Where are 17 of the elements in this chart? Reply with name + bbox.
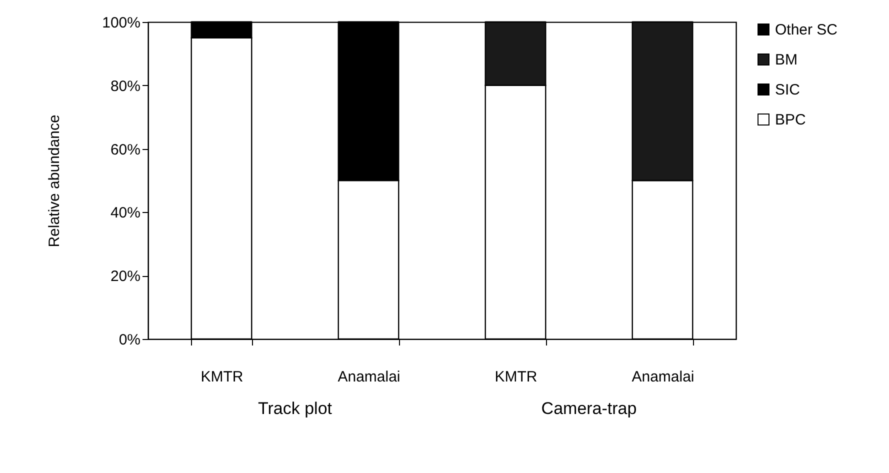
- y-tick-label: 0%: [118, 332, 140, 348]
- x-tick-label: Anamalai: [338, 368, 400, 386]
- legend-label: BPC: [775, 112, 806, 128]
- legend-label: Other SC: [775, 22, 838, 38]
- text: Track plot: [258, 399, 332, 418]
- x-tick-label: KMTR: [494, 368, 538, 386]
- y-tick-label: 40%: [110, 204, 140, 222]
- y-tick-label: 80%: [110, 78, 140, 95]
- x-tick-label: Anamalai: [632, 368, 694, 386]
- legend-label: SIC: [775, 82, 800, 98]
- y-tick-label: 100%: [102, 14, 140, 32]
- legend-label: BM: [775, 52, 798, 68]
- y-tick-label: 60%: [110, 141, 140, 158]
- y-axis-title: Relative abundance: [46, 114, 64, 248]
- x-tick-label: KMTR: [200, 368, 244, 386]
- text: Camera-trap: [541, 399, 637, 418]
- y-tick-label: 20%: [110, 268, 140, 286]
